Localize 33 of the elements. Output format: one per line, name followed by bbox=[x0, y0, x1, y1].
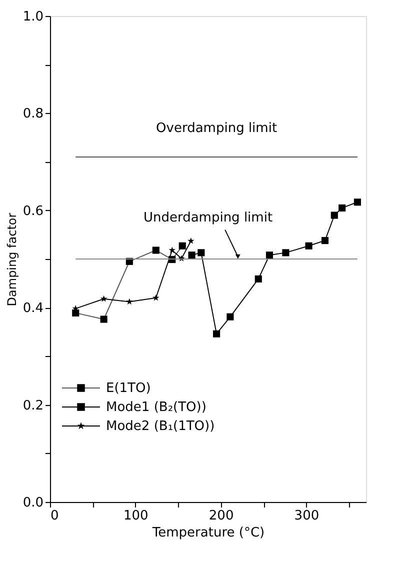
point bbox=[188, 237, 194, 244]
point bbox=[305, 242, 312, 250]
y-tick-label: 0.2 bbox=[22, 398, 44, 414]
point bbox=[330, 212, 338, 219]
y-tick-label: 1.0 bbox=[22, 10, 44, 24]
point bbox=[213, 330, 220, 338]
point bbox=[282, 249, 290, 256]
x-axis-title: Temperature (°C) bbox=[151, 526, 265, 540]
y-axis-title: Damping factor bbox=[4, 212, 19, 306]
legend-label: Mode2 (B₁(1TO)) bbox=[106, 419, 215, 434]
x-tick-label: 0 bbox=[50, 508, 59, 524]
point bbox=[168, 246, 176, 254]
ref-line-label: Underdamping limit bbox=[143, 210, 273, 226]
point bbox=[198, 249, 205, 256]
point bbox=[226, 313, 234, 320]
y-tick-label: 0.8 bbox=[22, 106, 44, 122]
y-tick-label: 0.0 bbox=[22, 496, 44, 510]
point bbox=[321, 236, 329, 244]
x-tick-label: 200 bbox=[208, 508, 234, 524]
point bbox=[188, 252, 196, 259]
point bbox=[152, 294, 160, 301]
point bbox=[254, 275, 262, 282]
x-tick-label: 300 bbox=[294, 508, 320, 524]
y-tick-label: 0.6 bbox=[22, 204, 44, 219]
point bbox=[126, 298, 133, 305]
x-tick-label: 100 bbox=[123, 508, 148, 524]
point bbox=[266, 252, 274, 259]
legend-label: E(1TO) bbox=[106, 381, 151, 396]
y-tick-label: 0.4 bbox=[22, 301, 44, 316]
legend-label: Mode1 (B₂(TO)) bbox=[106, 400, 206, 415]
point bbox=[354, 198, 361, 206]
point bbox=[338, 204, 346, 212]
ref-line-label: Overdamping limit bbox=[156, 120, 278, 136]
